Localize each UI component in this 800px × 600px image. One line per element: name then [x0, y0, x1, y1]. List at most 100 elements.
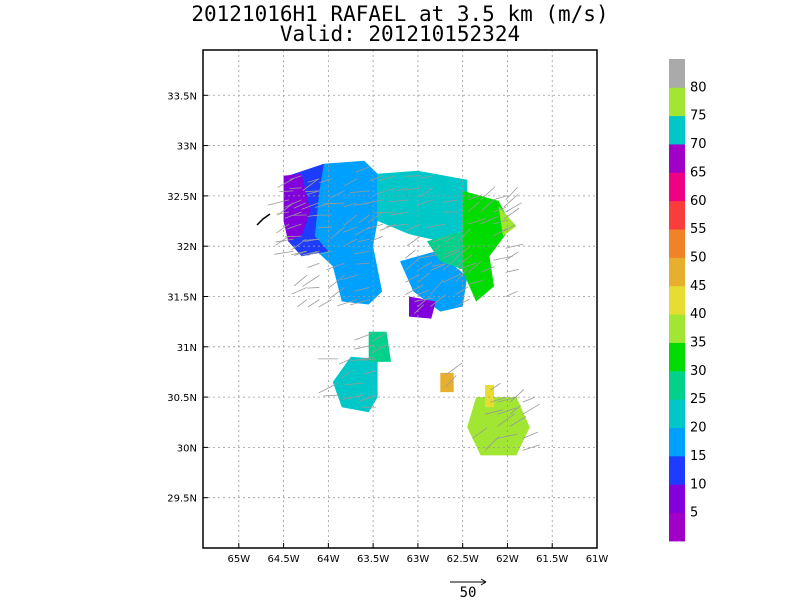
wind-vector: [374, 211, 396, 214]
plot-fill-layer: [283, 160, 530, 456]
wind-vector: [318, 382, 339, 394]
wind-vector: [355, 262, 370, 265]
wind-vector: [509, 405, 521, 415]
wind-vector: [369, 175, 384, 182]
wind-vector: [490, 397, 506, 403]
wind-vector: [293, 275, 308, 287]
x-tick-label: 64W: [317, 554, 340, 565]
wind-vector: [267, 199, 290, 206]
wind-vector: [307, 287, 320, 289]
wind-vector: [505, 251, 519, 261]
y-tick-label: 32N: [177, 242, 197, 253]
y-tick-label: 31.5N: [167, 292, 197, 303]
wind-vector: [455, 268, 468, 283]
wind-vector: [419, 187, 434, 198]
wind-vector: [426, 223, 446, 229]
wind-vector: [505, 187, 518, 201]
colorbar-swatch: [669, 257, 685, 287]
colorbar-swatch: [669, 370, 685, 400]
colorbar-swatch: [669, 427, 685, 457]
wind-vector: [395, 187, 409, 192]
wind-vector: [417, 254, 438, 259]
y-tick-label: 31N: [177, 343, 197, 354]
wind-vector: [444, 248, 461, 255]
wind-vector: [404, 187, 421, 191]
colorbar-swatch: [669, 342, 685, 372]
wind-vector: [455, 262, 476, 271]
wind-speed-region-4: [283, 173, 311, 242]
wind-vector: [522, 431, 538, 439]
wind-vector: [339, 358, 351, 365]
colorbar: 5 10 15 20 25 30 35 40 45 50 55 60 65 70 75 80: [669, 59, 707, 542]
reference-vector-label: 50: [460, 585, 477, 600]
wind-vector: [366, 223, 384, 230]
wind-vector: [432, 263, 446, 267]
wind-vector: [275, 235, 290, 246]
reference-arrow-head: [480, 578, 487, 586]
wind-vector: [274, 250, 294, 255]
wind-vector: [505, 268, 520, 273]
wind-vector: [430, 279, 444, 295]
wind-speed-region-7: [400, 251, 468, 312]
wind-vector: [457, 254, 473, 267]
wind-vector: [361, 406, 376, 409]
wind-vector: [522, 444, 541, 451]
wind-vector: [442, 258, 457, 271]
wind-vector: [350, 358, 364, 362]
wind-vector: [374, 187, 396, 195]
y-tick-label: 30N: [177, 443, 197, 454]
colorbar-label: 25: [690, 392, 707, 407]
y-tick-label: 32.5N: [167, 192, 197, 203]
y-tick-label: 29.5N: [167, 494, 197, 505]
coastline-mark: [256, 213, 271, 226]
wind-vector: [378, 175, 396, 182]
chart-subtitle: Valid: 201210152324: [279, 22, 521, 46]
wind-vector: [490, 383, 501, 391]
wind-vector: [289, 187, 302, 190]
x-tick-label: 63W: [407, 554, 430, 565]
wind-vector: [386, 223, 409, 228]
colorbar-swatch: [669, 484, 685, 514]
x-tick-label: 62.5W: [447, 554, 479, 565]
colorbar-label: 30: [690, 364, 707, 379]
colorbar-swatch: [669, 200, 685, 230]
wind-speed-region-5: [332, 356, 378, 413]
wind-vector: [467, 201, 480, 213]
wind-vector: [455, 246, 471, 259]
colorbar-label: 65: [690, 165, 707, 180]
wind-vector: [275, 238, 294, 243]
colorbar-swatch: [669, 59, 685, 88]
y-tick-label: 33.5N: [167, 91, 197, 102]
wind-vector: [417, 272, 430, 283]
colorbar-label: 40: [690, 307, 707, 322]
wind-vector: [276, 211, 290, 215]
wind-vector: [480, 215, 499, 225]
colorbar-label: 50: [690, 250, 707, 265]
wind-vector: [307, 299, 320, 308]
wind-vector: [444, 235, 456, 243]
wind-vector: [326, 262, 345, 271]
wind-vector: [291, 250, 307, 256]
colorbar-swatch: [669, 512, 685, 542]
wind-vector: [405, 284, 424, 295]
wind-vector: [432, 236, 450, 243]
wind-vector: [480, 186, 496, 201]
wind-vector: [373, 332, 387, 341]
wind-vector: [417, 289, 430, 295]
wind-vector: [414, 304, 424, 314]
wind-vector: [343, 178, 358, 187]
wind-vector: [301, 250, 319, 256]
wind-vector: [417, 261, 433, 271]
wind-vector: [371, 344, 387, 354]
colorbar-swatch: [669, 87, 685, 117]
wind-vector: [418, 175, 434, 179]
wind-vector: [379, 223, 396, 231]
colorbar-swatch: [669, 229, 685, 258]
wind-vector: [318, 226, 332, 229]
wind-vector: [319, 178, 333, 183]
wind-vector: [430, 263, 446, 271]
y-tick-label: 30.5N: [167, 393, 197, 404]
colorbar-swatch: [669, 144, 685, 173]
wind-vector: [287, 223, 302, 230]
wind-vector: [354, 332, 375, 341]
